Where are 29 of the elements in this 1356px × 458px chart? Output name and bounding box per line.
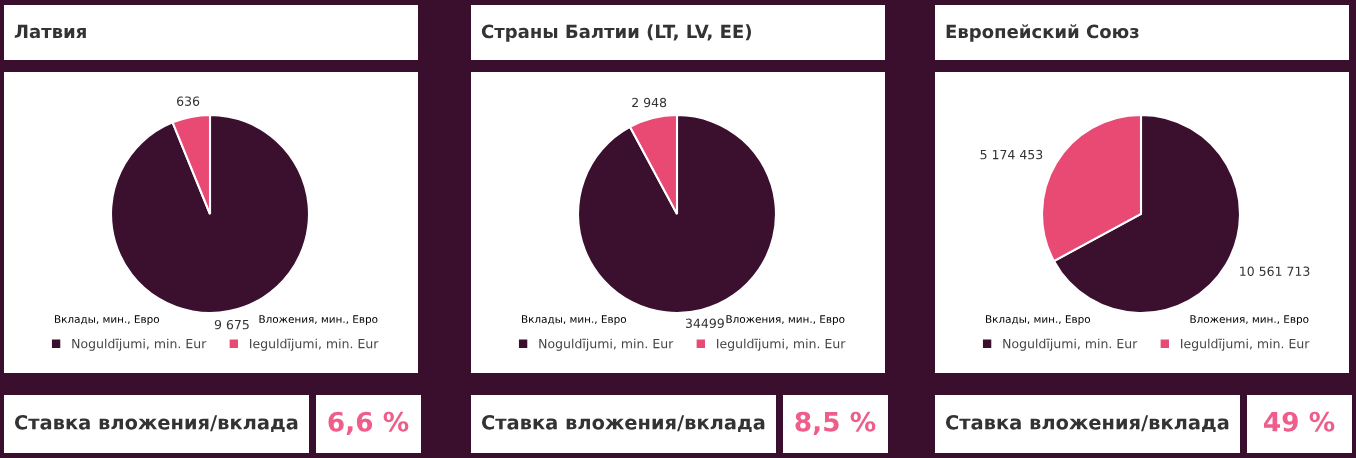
text: Вложения, мин., Евро (726, 315, 845, 326)
chart-title: Латвия (14, 24, 86, 39)
text: Вклады, мин., Евро (986, 315, 1091, 326)
data-label: 34499 (685, 318, 724, 329)
pie-slice (576, 113, 778, 315)
text: 49 % (1264, 411, 1335, 432)
text: Вклады, мин., Евро (55, 315, 160, 326)
data-label: 5 174 453 (980, 149, 1043, 160)
text: 8,5 % (795, 411, 876, 436)
chart-title: Страны Балтии (LT, LV, EE) (481, 24, 751, 42)
legend-label: Noguldījumi, min. Eur (72, 338, 207, 351)
text: Ставка вложения/вклада (14, 414, 298, 433)
text: Вклады, мин., Евро (522, 315, 627, 326)
data-label: 636 (177, 96, 200, 106)
legend-label: Ieguldījumi, min. Eur (1181, 338, 1310, 351)
text: Ставка вложения/вклада (481, 414, 765, 433)
text: Ставка вложения/вклада (945, 414, 1229, 433)
pie-slice (109, 113, 311, 315)
data-label: 2 948 (632, 97, 667, 108)
text: Вложения, мин., Евро (1190, 315, 1309, 326)
legend-label: Ieguldījumi, min. Eur (250, 338, 379, 351)
text: 6,6 % (328, 411, 409, 436)
chart-title: Европейский Союз (946, 24, 1139, 42)
legend-label: Noguldījumi, min. Eur (539, 338, 674, 351)
data-label: 9 675 (214, 319, 249, 330)
data-label: 10 561 713 (1240, 266, 1310, 276)
legend-label: Noguldījumi, min. Eur (1003, 338, 1138, 351)
text: Вложения, мин., Евро (259, 315, 378, 326)
legend-label: Ieguldījumi, min. Eur (717, 338, 846, 351)
